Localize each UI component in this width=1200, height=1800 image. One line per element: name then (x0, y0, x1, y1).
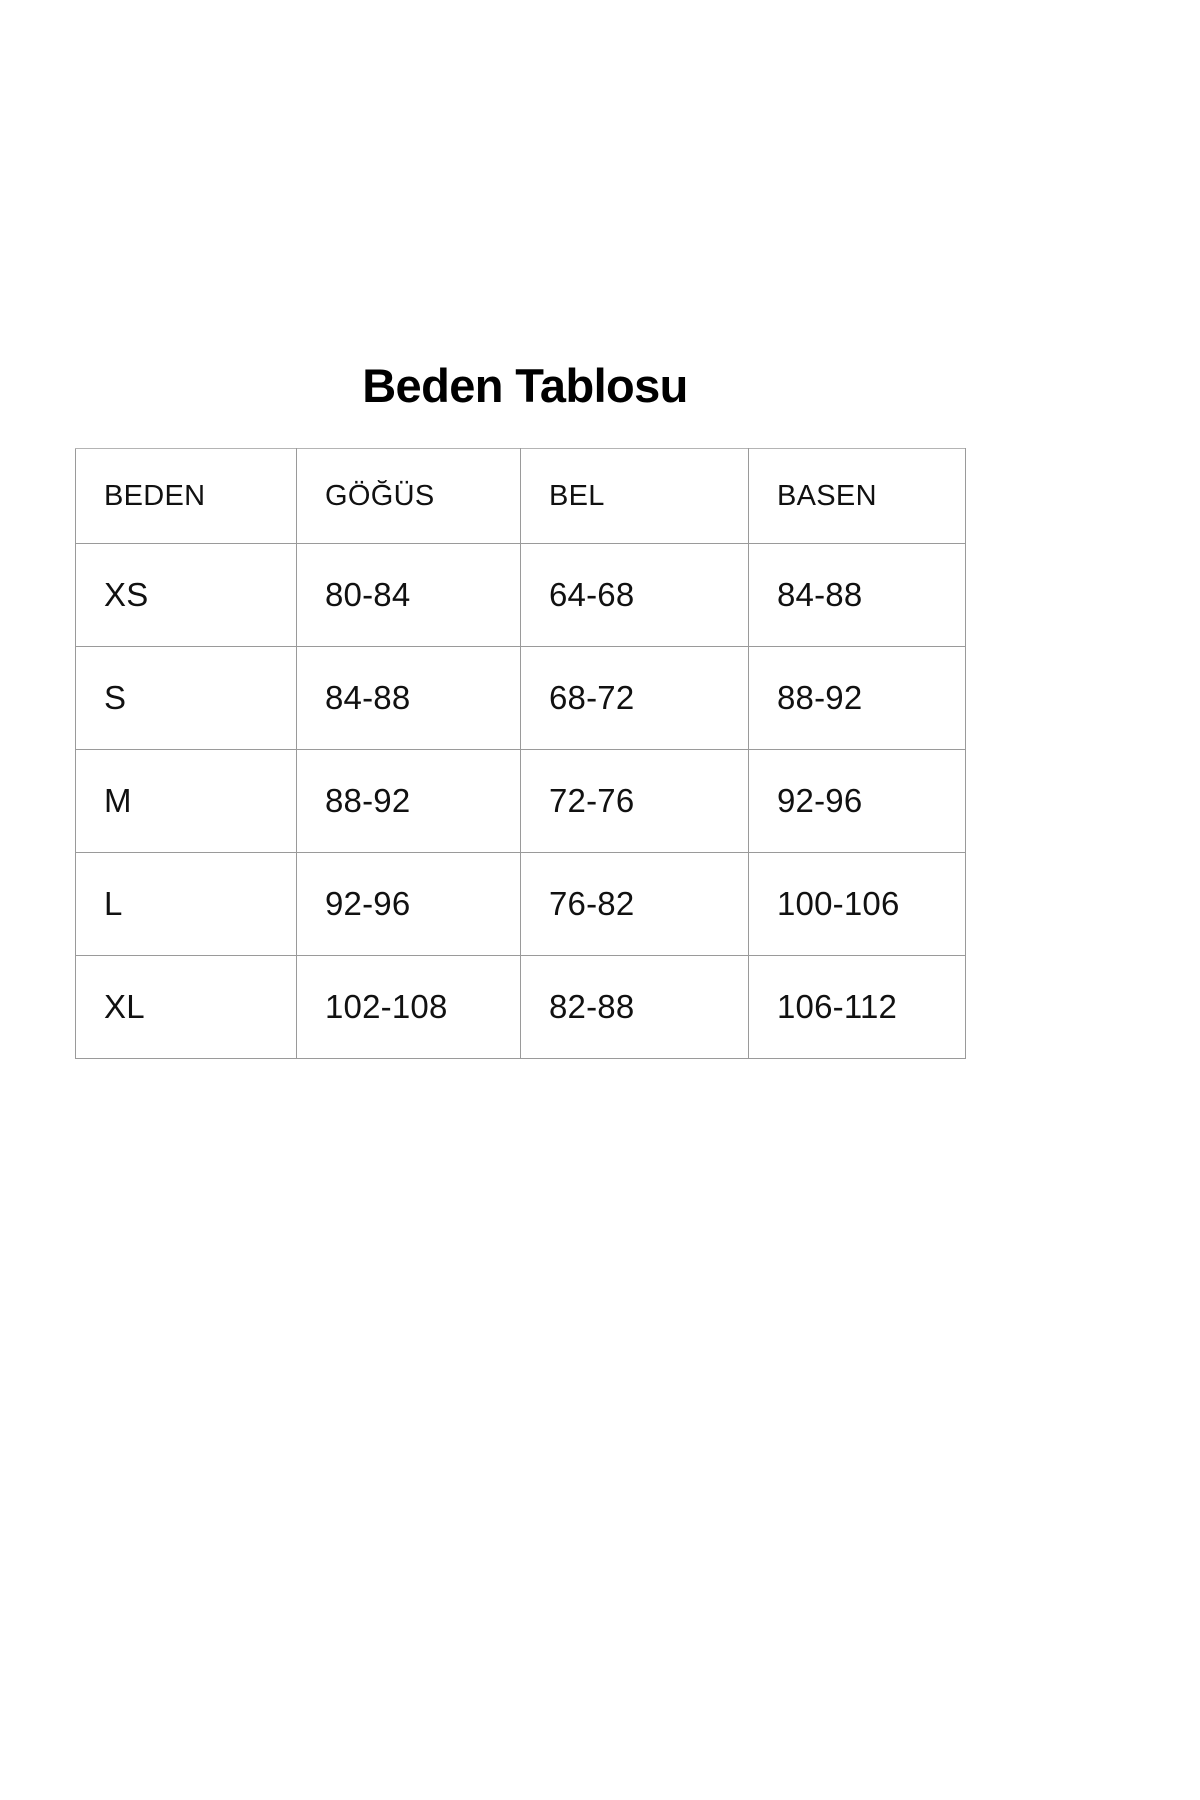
page-title: Beden Tablosu (362, 359, 688, 412)
cell-bel: 68-72 (520, 646, 749, 750)
cell-beden: XL (75, 955, 297, 1059)
cell-basen: 106-112 (748, 955, 966, 1059)
cell-beden: L (75, 852, 297, 956)
column-header-basen: BASEN (748, 448, 966, 544)
table-body: XS 80-84 64-68 84-88 S 84-88 68-72 88-92… (75, 543, 966, 1059)
cell-basen: 92-96 (748, 749, 966, 853)
cell-beden: S (75, 646, 297, 750)
cell-bel: 82-88 (520, 955, 749, 1059)
table-row: L 92-96 76-82 100-106 (75, 852, 966, 956)
table-row: S 84-88 68-72 88-92 (75, 646, 966, 750)
cell-beden: M (75, 749, 297, 853)
table-row: XS 80-84 64-68 84-88 (75, 543, 966, 647)
cell-basen: 84-88 (748, 543, 966, 647)
size-chart-table: BEDEN GÖĞÜS BEL BASEN XS 80-84 64-68 84-… (75, 448, 966, 1059)
table-header: BEDEN GÖĞÜS BEL BASEN (75, 448, 966, 544)
column-header-bel: BEL (520, 448, 749, 544)
cell-bel: 76-82 (520, 852, 749, 956)
cell-bel: 72-76 (520, 749, 749, 853)
cell-gogus: 80-84 (296, 543, 521, 647)
cell-beden: XS (75, 543, 297, 647)
column-header-beden: BEDEN (75, 448, 297, 544)
cell-bel: 64-68 (520, 543, 749, 647)
column-header-gogus: GÖĞÜS (296, 448, 521, 544)
cell-basen: 100-106 (748, 852, 966, 956)
cell-gogus: 88-92 (296, 749, 521, 853)
cell-gogus: 92-96 (296, 852, 521, 956)
table-row: M 88-92 72-76 92-96 (75, 749, 966, 853)
size-chart-container: BEDEN GÖĞÜS BEL BASEN XS 80-84 64-68 84-… (75, 448, 966, 1059)
table-row: XL 102-108 82-88 106-112 (75, 955, 966, 1059)
cell-gogus: 102-108 (296, 955, 521, 1059)
cell-gogus: 84-88 (296, 646, 521, 750)
table-header-row: BEDEN GÖĞÜS BEL BASEN (75, 448, 966, 544)
cell-basen: 88-92 (748, 646, 966, 750)
